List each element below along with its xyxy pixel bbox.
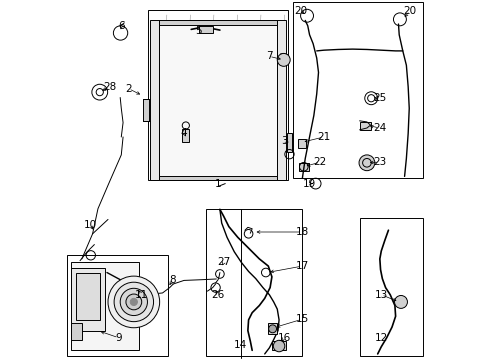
Text: 21: 21 xyxy=(317,132,331,142)
Bar xyxy=(182,129,190,141)
Bar xyxy=(298,139,306,148)
Circle shape xyxy=(130,298,137,306)
Bar xyxy=(277,21,286,180)
Bar xyxy=(360,122,370,130)
Bar xyxy=(159,176,277,180)
Text: 2: 2 xyxy=(125,84,132,94)
Text: 22: 22 xyxy=(314,157,327,167)
Text: 8: 8 xyxy=(169,275,176,285)
Text: 9: 9 xyxy=(116,333,122,343)
Bar xyxy=(71,268,105,330)
Circle shape xyxy=(269,325,276,333)
Text: 16: 16 xyxy=(278,333,291,343)
Text: 4: 4 xyxy=(181,129,187,138)
Text: 20: 20 xyxy=(403,6,416,16)
Text: 3: 3 xyxy=(281,136,288,145)
Circle shape xyxy=(120,288,147,316)
Bar xyxy=(71,323,82,339)
Text: 1: 1 xyxy=(215,179,221,189)
Circle shape xyxy=(394,296,408,309)
Text: 15: 15 xyxy=(296,314,309,324)
Bar xyxy=(293,2,422,178)
Text: 11: 11 xyxy=(134,290,147,300)
Text: 23: 23 xyxy=(373,157,386,167)
Bar xyxy=(399,298,406,303)
Text: 10: 10 xyxy=(83,220,97,230)
Text: 17: 17 xyxy=(296,261,309,271)
Circle shape xyxy=(273,340,285,352)
Circle shape xyxy=(114,282,153,321)
Bar xyxy=(287,133,292,152)
Text: 7: 7 xyxy=(266,51,272,61)
Circle shape xyxy=(126,294,142,310)
Bar xyxy=(159,21,277,180)
Circle shape xyxy=(359,155,375,171)
Text: 27: 27 xyxy=(218,257,231,267)
Bar xyxy=(159,21,277,25)
Bar xyxy=(71,262,139,350)
Bar xyxy=(360,218,422,356)
Bar xyxy=(143,99,149,121)
Bar xyxy=(269,323,277,334)
Bar xyxy=(68,255,168,356)
Text: 14: 14 xyxy=(234,340,247,350)
Bar xyxy=(199,26,214,33)
Text: 18: 18 xyxy=(296,227,309,237)
Bar xyxy=(299,163,309,171)
Text: 25: 25 xyxy=(373,93,386,103)
Text: 24: 24 xyxy=(373,123,386,133)
Text: 13: 13 xyxy=(375,290,388,300)
Circle shape xyxy=(108,276,160,328)
Bar xyxy=(148,10,288,180)
Bar xyxy=(272,341,286,350)
Circle shape xyxy=(277,53,290,66)
Text: 12: 12 xyxy=(375,333,388,343)
Text: 20: 20 xyxy=(294,6,307,16)
Bar xyxy=(205,209,302,356)
Text: 5: 5 xyxy=(195,26,202,36)
Text: 28: 28 xyxy=(103,82,116,92)
Text: 19: 19 xyxy=(303,179,316,189)
Bar xyxy=(150,21,159,180)
Text: 26: 26 xyxy=(212,290,225,300)
Bar xyxy=(76,273,100,320)
Text: 6: 6 xyxy=(118,21,124,31)
